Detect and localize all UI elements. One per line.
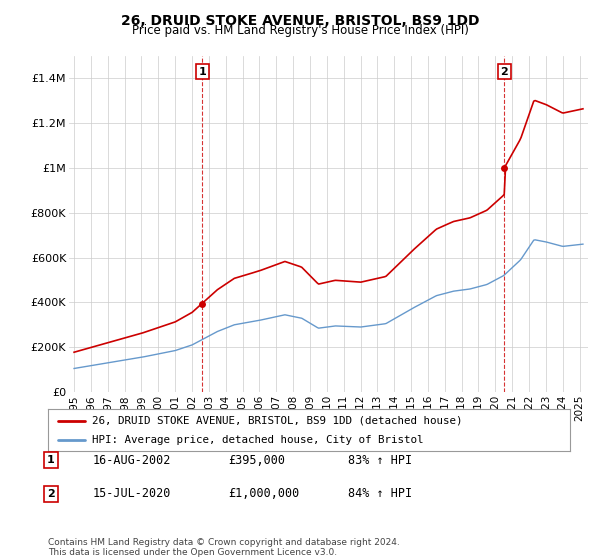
Text: Contains HM Land Registry data © Crown copyright and database right 2024.
This d: Contains HM Land Registry data © Crown c… (48, 538, 400, 557)
Text: 2: 2 (47, 489, 55, 499)
Text: £395,000: £395,000 (228, 454, 285, 467)
Text: HPI: Average price, detached house, City of Bristol: HPI: Average price, detached house, City… (92, 435, 424, 445)
Text: Price paid vs. HM Land Registry's House Price Index (HPI): Price paid vs. HM Land Registry's House … (131, 24, 469, 37)
Text: 1: 1 (47, 455, 55, 465)
Text: 1: 1 (199, 67, 206, 77)
Text: 84% ↑ HPI: 84% ↑ HPI (348, 487, 412, 501)
Text: 26, DRUID STOKE AVENUE, BRISTOL, BS9 1DD (detached house): 26, DRUID STOKE AVENUE, BRISTOL, BS9 1DD… (92, 416, 463, 426)
Text: £1,000,000: £1,000,000 (228, 487, 299, 501)
Text: 15-JUL-2020: 15-JUL-2020 (93, 487, 172, 501)
Text: 16-AUG-2002: 16-AUG-2002 (93, 454, 172, 467)
Text: 26, DRUID STOKE AVENUE, BRISTOL, BS9 1DD: 26, DRUID STOKE AVENUE, BRISTOL, BS9 1DD (121, 14, 479, 28)
Text: 83% ↑ HPI: 83% ↑ HPI (348, 454, 412, 467)
Text: 2: 2 (500, 67, 508, 77)
